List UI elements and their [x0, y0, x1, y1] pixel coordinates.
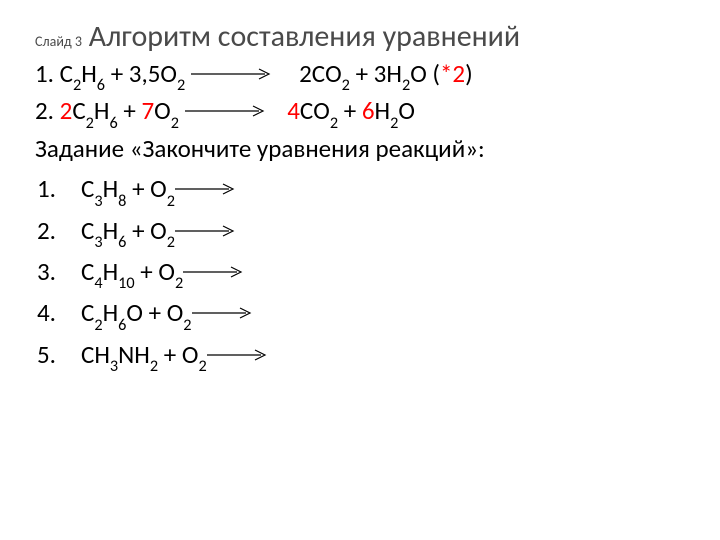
eq2-text: +: [118, 95, 142, 126]
eq2-text: +: [338, 95, 362, 126]
eq2-sub: 2: [86, 114, 94, 133]
equation-1: 1. С2Н6 + 3,5О2 2СО2 + 3Н2О (*2): [35, 57, 690, 95]
eq1-text: 2СО: [299, 58, 342, 89]
task-row: 1.С3Н8 + О2: [35, 170, 690, 211]
formula-text: Н: [103, 215, 119, 246]
subscript: 3: [110, 357, 118, 376]
task-number: 1.: [35, 170, 81, 208]
reaction-arrow-icon: [185, 105, 265, 117]
slide-title: Алгоритм составления уравнений: [89, 18, 520, 55]
subscript: 2: [198, 357, 206, 376]
formula-text: С: [81, 256, 94, 287]
formula-text: + О: [143, 297, 183, 328]
formula-text: СН: [81, 339, 110, 370]
reaction-arrow-icon: [175, 183, 235, 195]
subscript: 4: [94, 274, 102, 293]
eq2-sub: 2: [330, 114, 338, 133]
equation-2: 2. 2С2Н6 + 7О2 4СО2 + 6Н2О: [35, 94, 690, 132]
subscript: 2: [167, 233, 175, 252]
reaction-arrow-icon: [191, 68, 271, 80]
eq2-coef: 6: [362, 95, 375, 126]
formula-text: С: [81, 215, 94, 246]
task-number: 3.: [35, 253, 81, 291]
task-formula: С3Н8 + О2: [81, 170, 235, 211]
formula-text: С: [81, 297, 94, 328]
task-row: 4.С2Н6О + О2: [35, 294, 690, 335]
task-formula: С4Н10 + О2: [81, 253, 243, 294]
eq1-sub: 2: [342, 76, 350, 95]
eq1-text: ): [465, 58, 473, 89]
formula-text: + О: [158, 339, 198, 370]
task-row: 2.С3Н6 + О2: [35, 212, 690, 253]
task-prompt: Задание «Закончите уравнения реакций»:: [35, 132, 690, 166]
eq2-text: С: [72, 95, 85, 126]
subscript: 2: [94, 316, 102, 335]
reaction-arrow-icon: [207, 349, 267, 361]
eq2-rhs: 4СО2 + 6Н2О: [287, 95, 415, 126]
eq1-text: О (: [410, 58, 440, 89]
eq1-sub: 6: [97, 76, 105, 95]
subscript: 8: [118, 192, 126, 211]
task-list: 1.С3Н8 + О22.С3Н6 + О23.С4Н10 + О24.С2Н6…: [35, 170, 690, 377]
formula-text: + О: [135, 256, 175, 287]
subscript: 2: [167, 192, 175, 211]
formula-text: Н: [103, 173, 119, 204]
formula-text: + О: [126, 215, 166, 246]
eq2-coef: 7: [142, 95, 155, 126]
slide-number-label: Слайд 3: [35, 33, 82, 50]
eq1-rhs: 2СО2 + 3Н2О (*2): [299, 58, 473, 89]
subscript: 2: [183, 316, 191, 335]
task-formula: С3Н6 + О2: [81, 212, 235, 253]
reaction-arrow-icon: [192, 307, 252, 319]
task-formula: С2Н6О + О2: [81, 294, 252, 335]
eq1-text: + 3Н: [350, 58, 402, 89]
eq2-sub: 6: [109, 114, 117, 133]
slide-title-line: Слайд 3 Алгоритм составления уравнений: [35, 20, 690, 55]
task-formula: СН3NН2 + О2: [81, 336, 267, 377]
subscript: 10: [118, 274, 134, 293]
eq1-text: Н: [81, 58, 97, 89]
formula-text: Н: [103, 297, 119, 328]
subscript: 2: [175, 274, 183, 293]
eq2-text: Н: [375, 95, 391, 126]
formula-text: NН: [118, 339, 150, 370]
formula-text: С: [81, 173, 94, 204]
slide: Слайд 3 Алгоритм составления уравнений 1…: [0, 0, 720, 540]
task-row: 5.СН3NН2 + О2: [35, 336, 690, 377]
subscript: 3: [94, 233, 102, 252]
task-row: 3.С4Н10 + О2: [35, 253, 690, 294]
eq1-sub: 2: [177, 76, 185, 95]
eq2-sub: 2: [171, 114, 179, 133]
eq1-sub: 2: [402, 76, 410, 95]
task-number: 4.: [35, 294, 81, 332]
eq2-text: О: [154, 95, 171, 126]
eq2-text: О: [398, 95, 415, 126]
subscript: 6: [118, 316, 126, 335]
eq1-multiplier: *2: [440, 58, 465, 89]
subscript: 2: [150, 357, 158, 376]
reaction-arrow-icon: [183, 266, 243, 278]
eq2-coef: 2: [60, 95, 73, 126]
subscript: 6: [118, 233, 126, 252]
eq1-text: 1. С: [35, 58, 73, 89]
formula-text: Н: [103, 256, 119, 287]
subscript: 3: [94, 192, 102, 211]
task-number: 5.: [35, 336, 81, 374]
eq2-text: 2.: [35, 95, 60, 126]
reaction-arrow-icon: [175, 225, 235, 237]
eq2-lhs: 2. 2С2Н6 + 7О2: [35, 95, 185, 126]
eq1-lhs: 1. С2Н6 + 3,5О2: [35, 58, 191, 89]
formula-text: + О: [126, 173, 166, 204]
eq1-sub: 2: [73, 76, 81, 95]
task-number: 2.: [35, 212, 81, 250]
formula-text: О: [126, 297, 143, 328]
eq1-text: + 3,5О: [105, 58, 177, 89]
eq2-coef: 4: [287, 95, 300, 126]
eq2-text: СО: [300, 95, 330, 126]
eq2-text: Н: [94, 95, 110, 126]
eq2-sub: 2: [390, 114, 398, 133]
